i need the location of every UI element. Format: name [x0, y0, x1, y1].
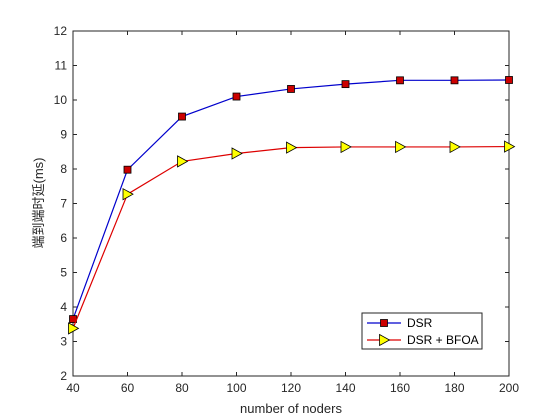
data-point — [123, 165, 132, 174]
legend: DSR DSR + BFOA — [361, 312, 483, 350]
legend-item: DSR + BFOA — [367, 333, 479, 347]
x-tick-label: 180 — [444, 381, 464, 395]
data-point — [122, 188, 134, 201]
series-dsr — [69, 76, 513, 323]
data-point — [505, 76, 513, 84]
x-tick-label: 60 — [121, 381, 135, 395]
y-axis: 2 3 4 5 6 7 8 9 10 11 12 — [54, 24, 509, 383]
y-tick-label: 5 — [60, 266, 67, 280]
x-tick-label: 40 — [66, 381, 80, 395]
series-layer — [68, 76, 516, 335]
y-tick-label: 3 — [60, 335, 67, 349]
x-axis-label: number of noders — [240, 401, 342, 416]
x-tick-label: 140 — [335, 381, 355, 395]
data-point — [232, 92, 241, 101]
y-tick-label: 2 — [60, 369, 67, 383]
legend-marker — [380, 319, 388, 327]
y-tick-label: 9 — [60, 128, 67, 142]
x-tick-label: 200 — [499, 381, 519, 395]
data-point — [340, 140, 352, 154]
x-tick-label: 100 — [226, 381, 246, 395]
y-axis-label: 端到端时延(ms) — [31, 158, 46, 249]
data-point — [341, 80, 350, 89]
data-point — [395, 140, 407, 154]
x-tick-label: 160 — [390, 381, 410, 395]
data-point — [68, 322, 80, 335]
data-point — [286, 141, 298, 154]
x-tick-label: 80 — [175, 381, 189, 395]
legend-marker — [379, 333, 391, 347]
y-tick-label: 8 — [60, 162, 67, 176]
x-axis: 40 60 80 100 120 140 160 180 200 — [66, 31, 519, 395]
data-point — [231, 147, 243, 160]
data-point — [396, 76, 404, 85]
data-point — [504, 140, 516, 153]
legend-label: DSR — [407, 316, 433, 330]
y-tick-label: 12 — [54, 24, 68, 38]
data-point — [449, 140, 461, 154]
data-point — [178, 112, 186, 121]
data-point — [177, 155, 189, 168]
x-tick-label: 120 — [281, 381, 301, 395]
y-tick-label: 11 — [55, 59, 68, 73]
legend-label: DSR + BFOA — [407, 333, 479, 347]
legend-item: DSR — [367, 316, 433, 330]
y-tick-label: 4 — [60, 300, 67, 314]
data-point — [287, 85, 295, 93]
y-tick-label: 6 — [60, 231, 67, 245]
data-point — [450, 76, 459, 85]
y-tick-label: 7 — [60, 197, 67, 211]
series-dsr-bfoa — [68, 140, 516, 335]
y-tick-label: 10 — [54, 93, 68, 107]
